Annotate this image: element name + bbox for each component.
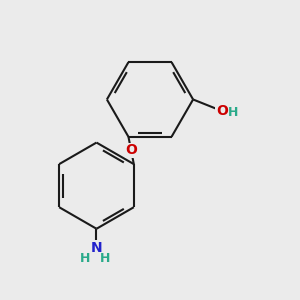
Text: O: O <box>216 104 228 118</box>
Text: H: H <box>227 106 238 119</box>
Text: N: N <box>91 241 102 255</box>
Text: H: H <box>80 252 90 265</box>
Text: H: H <box>100 252 110 265</box>
Text: O: O <box>125 143 137 158</box>
